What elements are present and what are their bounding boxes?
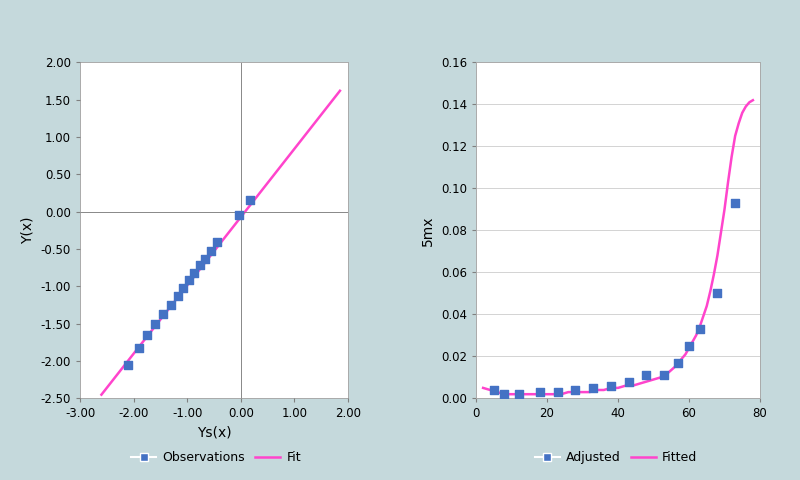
Point <box>605 382 618 390</box>
Point <box>512 390 525 398</box>
Point <box>244 196 257 204</box>
Point <box>711 289 724 297</box>
Point <box>569 386 582 394</box>
Point <box>157 310 170 318</box>
Point <box>672 359 685 367</box>
Point <box>487 386 500 394</box>
Point <box>182 276 195 284</box>
Point <box>586 384 599 392</box>
Y-axis label: 5mx: 5mx <box>422 215 435 246</box>
Point <box>133 344 146 351</box>
Point <box>534 388 546 396</box>
Point <box>177 284 190 292</box>
Y-axis label: Y(x): Y(x) <box>21 216 35 244</box>
Point <box>204 247 217 254</box>
Point <box>551 388 564 396</box>
Point <box>232 212 245 219</box>
Legend: Observations, Fit: Observations, Fit <box>126 446 306 469</box>
Point <box>622 378 635 385</box>
Point <box>694 325 706 333</box>
Point <box>122 361 134 369</box>
Point <box>149 320 162 327</box>
Point <box>640 372 653 379</box>
Point <box>188 269 201 277</box>
Legend: Adjusted, Fitted: Adjusted, Fitted <box>530 446 702 469</box>
Point <box>165 301 178 309</box>
Point <box>171 292 184 300</box>
Point <box>498 390 510 398</box>
Point <box>729 199 742 207</box>
Point <box>141 331 154 339</box>
Point <box>658 372 670 379</box>
Point <box>193 262 206 269</box>
Point <box>198 255 211 263</box>
Point <box>682 342 695 350</box>
Point <box>210 239 223 246</box>
X-axis label: Ys(x): Ys(x) <box>197 426 231 440</box>
